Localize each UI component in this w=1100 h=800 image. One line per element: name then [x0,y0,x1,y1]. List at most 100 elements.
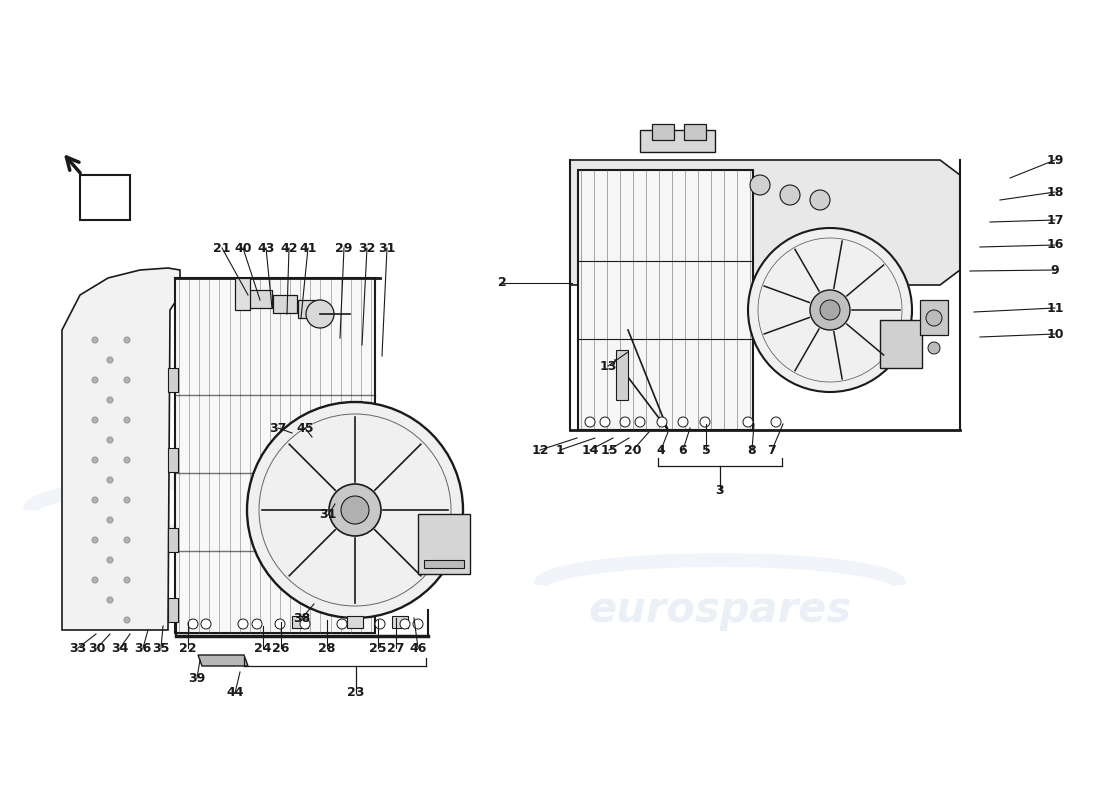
Text: 28: 28 [318,642,336,654]
Text: 8: 8 [748,443,757,457]
Text: 14: 14 [581,443,598,457]
Text: 7: 7 [768,443,777,457]
Text: 16: 16 [1046,238,1064,251]
Circle shape [124,417,130,423]
Bar [880,320,922,368]
Circle shape [107,557,113,563]
Circle shape [820,300,840,320]
Polygon shape [62,268,180,630]
Circle shape [412,619,424,629]
Text: 3: 3 [716,483,724,497]
Circle shape [124,377,130,383]
Circle shape [252,619,262,629]
Bar [168,448,178,472]
Circle shape [810,190,830,210]
Text: 22: 22 [179,642,197,654]
Text: 43: 43 [257,242,275,254]
Polygon shape [570,160,960,285]
Circle shape [124,617,130,623]
Circle shape [341,496,368,524]
Text: 20: 20 [625,443,641,457]
Circle shape [329,484,381,536]
Text: 21: 21 [213,242,231,254]
Circle shape [92,577,98,583]
Text: 32: 32 [359,242,376,254]
Text: 35: 35 [152,642,169,654]
Text: 39: 39 [188,671,206,685]
Text: 25: 25 [370,642,387,654]
Circle shape [92,537,98,543]
Circle shape [107,357,113,363]
Text: 46: 46 [409,642,427,654]
Text: 11: 11 [1046,302,1064,314]
Circle shape [92,377,98,383]
Bar [424,560,464,568]
Circle shape [124,577,130,583]
Circle shape [750,175,770,195]
Circle shape [300,619,310,629]
Bar [175,278,375,633]
Text: 45: 45 [296,422,314,434]
Circle shape [620,417,630,427]
Circle shape [124,497,130,503]
Text: 31: 31 [319,509,337,522]
Circle shape [107,477,113,483]
Text: 41: 41 [299,242,317,254]
Circle shape [124,457,130,463]
Polygon shape [235,278,250,310]
Circle shape [780,185,800,205]
Circle shape [375,619,385,629]
Circle shape [107,597,113,603]
Text: 1: 1 [556,443,564,457]
Text: 29: 29 [336,242,353,254]
Text: 17: 17 [1046,214,1064,226]
Bar [684,124,706,140]
Bar [392,616,408,628]
Circle shape [771,417,781,427]
Bar [652,124,674,140]
Text: 42: 42 [280,242,298,254]
Circle shape [742,417,754,427]
Bar [168,598,178,622]
Circle shape [92,417,98,423]
Bar [273,295,297,313]
Circle shape [678,417,688,427]
Text: 38: 38 [294,611,310,625]
Circle shape [926,310,942,326]
Text: 34: 34 [111,642,129,654]
Circle shape [92,337,98,343]
Circle shape [635,417,645,427]
Text: 26: 26 [273,642,289,654]
Text: 37: 37 [270,422,287,434]
Text: eurospares: eurospares [588,589,851,631]
Bar [346,616,363,628]
Text: 2: 2 [497,277,506,290]
Text: 12: 12 [531,443,549,457]
Bar [298,300,322,318]
Circle shape [657,417,667,427]
Bar [418,514,470,574]
Text: 5: 5 [702,443,711,457]
Text: 18: 18 [1046,186,1064,198]
Text: 33: 33 [69,642,87,654]
Circle shape [238,619,248,629]
Text: 24: 24 [254,642,272,654]
Polygon shape [198,655,248,666]
Text: 31: 31 [378,242,396,254]
Text: 30: 30 [88,642,106,654]
Circle shape [201,619,211,629]
Polygon shape [80,175,130,220]
Bar [616,350,628,400]
Circle shape [700,417,710,427]
Text: 4: 4 [657,443,665,457]
Circle shape [810,290,850,330]
Circle shape [600,417,610,427]
Text: 27: 27 [387,642,405,654]
Text: 10: 10 [1046,327,1064,341]
Bar [168,528,178,552]
Circle shape [928,342,940,354]
Circle shape [124,537,130,543]
Circle shape [124,337,130,343]
Circle shape [248,402,463,618]
Text: 9: 9 [1050,263,1059,277]
